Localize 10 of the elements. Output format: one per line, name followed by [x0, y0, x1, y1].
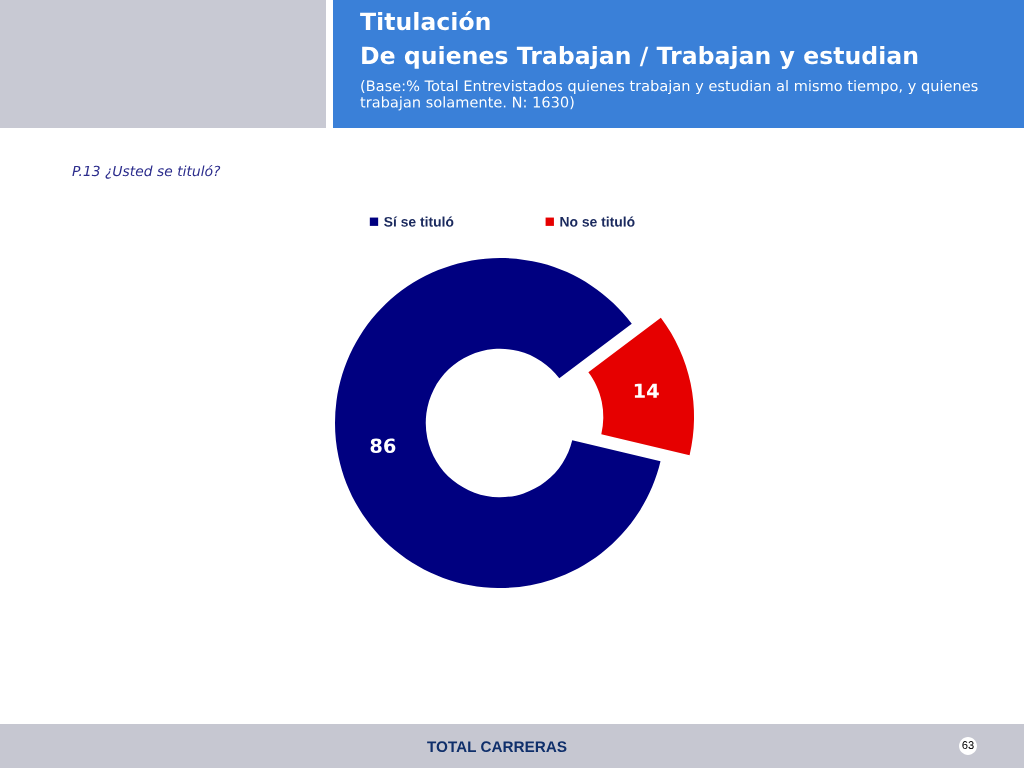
text: (Base:% Total Entrevistados quienes trabajan y estudian al mismo tiempo, y quienes trabajan solamente. N: 1630)	[360, 80, 978, 111]
legend-label: No se tituló	[560, 216, 635, 227]
legend-label: Sí se tituló	[384, 216, 454, 227]
text: P.13 ¿Usted se tituló?	[72, 164, 221, 179]
data-label: 86	[370, 438, 396, 454]
data-label: 14	[634, 383, 659, 398]
chart-subtitle: De quienes Trabajan / Trabajan y estudian	[362, 46, 918, 70]
chart-title: Titulación	[360, 11, 490, 31]
text: TOTAL CARRERAS	[427, 741, 567, 753]
text: 63	[962, 741, 974, 749]
